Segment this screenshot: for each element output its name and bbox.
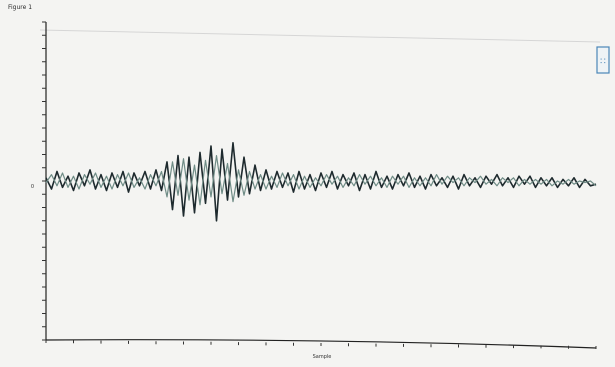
series-layer xyxy=(45,142,597,222)
y-tick-label-zero: 0 xyxy=(31,184,34,190)
panel-icon: ∷ xyxy=(600,57,606,67)
panel-toggle-button[interactable]: ∷ xyxy=(596,46,610,74)
window-title: Figure 1 xyxy=(8,4,32,11)
series-line-1 xyxy=(45,142,597,222)
series-line-2 xyxy=(45,155,597,206)
x-axis-label: Sample xyxy=(313,354,332,360)
y-axis xyxy=(42,21,47,341)
x-axis xyxy=(45,339,597,349)
plot-top-border xyxy=(39,29,601,43)
x-axis-line xyxy=(45,339,597,349)
